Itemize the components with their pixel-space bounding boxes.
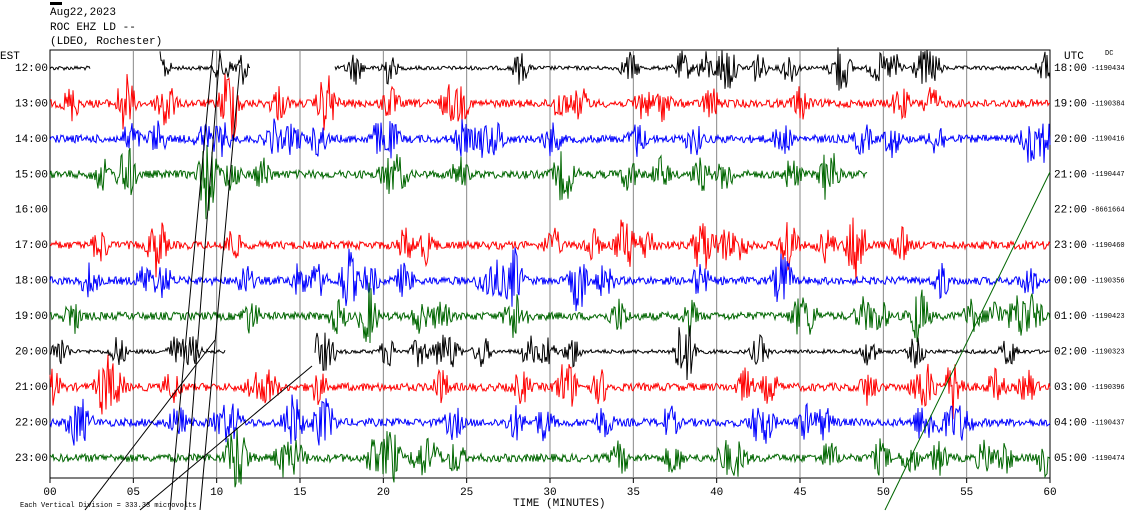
x-tick-label: 50: [877, 487, 890, 499]
artifact-line: [199, 64, 241, 511]
x-tick-label: 55: [960, 487, 973, 499]
x-tick-label: 45: [793, 487, 806, 499]
est-label: 21:00: [15, 382, 48, 394]
offset-label: -1190434: [1091, 65, 1125, 73]
utc-label: 23:00: [1054, 240, 1087, 252]
x-tick-label: 10: [210, 487, 223, 499]
artifact-line: [84, 339, 216, 511]
offset-label: -1190437: [1091, 419, 1125, 427]
utc-label: 21:00: [1054, 169, 1087, 181]
trace: [49, 282, 1051, 344]
utc-label: 05:00: [1054, 453, 1087, 465]
date: Aug22,2023: [50, 7, 116, 19]
offset-label: -1190447: [1091, 171, 1125, 179]
est-label: 23:00: [15, 453, 48, 465]
trace: [49, 65, 91, 71]
trace: [334, 47, 1051, 91]
trace: [159, 51, 250, 85]
artifact-lines: [84, 49, 1051, 511]
offset-label: -1190460: [1091, 242, 1125, 250]
offset-label: -1190396: [1091, 384, 1125, 392]
artifact-line: [139, 365, 313, 511]
traces: [49, 47, 1051, 488]
trace: [49, 144, 868, 220]
artifact-line: [184, 49, 221, 511]
offset-label: -1190356: [1091, 278, 1125, 286]
x-axis-title: TIME (MINUTES): [513, 498, 605, 510]
offset-label: -1190474: [1091, 455, 1125, 463]
x-tick-label: 35: [627, 487, 640, 499]
trace: [49, 427, 1051, 488]
trace: [49, 217, 1051, 283]
station: ROC EHZ LD --: [50, 22, 136, 34]
trace: [49, 394, 1051, 446]
x-tick-label: 40: [710, 487, 723, 499]
trace: [49, 354, 1051, 420]
x-tick-label: 15: [293, 487, 306, 499]
x-tick-label: 00: [43, 487, 56, 499]
utc-label: 02:00: [1054, 347, 1087, 359]
trace: [49, 247, 1051, 312]
est-label: 16:00: [15, 205, 48, 217]
offset-label: -1190416: [1091, 136, 1125, 144]
trace: [49, 118, 1051, 163]
dc-note: DC: [1105, 50, 1113, 58]
utc-label: 22:00: [1054, 205, 1087, 217]
est-label: 17:00: [15, 240, 48, 252]
artifact-line: [169, 49, 214, 511]
offset-label: -8661664: [1091, 207, 1125, 215]
footer: Each Vertical Division = 333.33 microvol…: [20, 502, 196, 510]
logo-mark: [50, 2, 62, 5]
offset-label: -1190384: [1091, 100, 1125, 108]
est-label: 22:00: [15, 417, 48, 429]
utc-label: 00:00: [1054, 276, 1087, 288]
utc-label: 04:00: [1054, 417, 1087, 429]
offset-label: -1190323: [1091, 348, 1125, 356]
est-label: 13:00: [15, 98, 48, 110]
x-tick-label: 20: [377, 487, 390, 499]
est-label: 14:00: [15, 134, 48, 146]
est-label: 18:00: [15, 276, 48, 288]
est-label: 15:00: [15, 169, 48, 181]
x-tick-label: 25: [460, 487, 473, 499]
network: (LDEO, Rochester): [50, 36, 162, 48]
est-label: 12:00: [15, 63, 48, 75]
offset-label: -1190423: [1091, 313, 1125, 321]
utc-label: 20:00: [1054, 134, 1087, 146]
est-title: EST: [0, 51, 20, 63]
est-label: 20:00: [15, 347, 48, 359]
utc-label: 01:00: [1054, 311, 1087, 323]
utc-label: 18:00: [1054, 63, 1087, 75]
utc-title: UTC: [1064, 51, 1084, 63]
utc-label: 19:00: [1054, 98, 1087, 110]
artifact-line: [884, 171, 1051, 511]
grid: [49, 50, 1051, 483]
trace: [314, 325, 1051, 381]
trace: [49, 73, 1051, 140]
x-tick-label: 30: [543, 487, 556, 499]
x-tick-label: 60: [1043, 487, 1056, 499]
x-tick-label: 05: [127, 487, 140, 499]
est-label: 19:00: [15, 311, 48, 323]
utc-label: 03:00: [1054, 382, 1087, 394]
trace: [49, 336, 226, 366]
